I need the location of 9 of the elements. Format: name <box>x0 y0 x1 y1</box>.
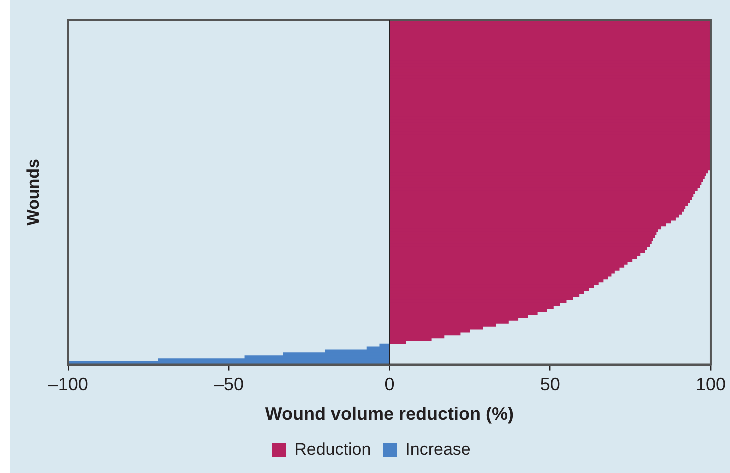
x-tick-label: 100 <box>696 374 726 395</box>
legend-label: Reduction <box>294 440 372 460</box>
y-axis-title: Wounds <box>24 159 43 226</box>
x-tick-label: 0 <box>384 374 395 395</box>
x-tick-label: –100 <box>48 374 88 395</box>
legend-label: Increase <box>406 440 471 460</box>
x-tick-label: 50 <box>540 374 560 395</box>
x-axis-title: Wound volume reduction (%) <box>265 404 514 424</box>
x-tick-label: –50 <box>214 374 244 395</box>
